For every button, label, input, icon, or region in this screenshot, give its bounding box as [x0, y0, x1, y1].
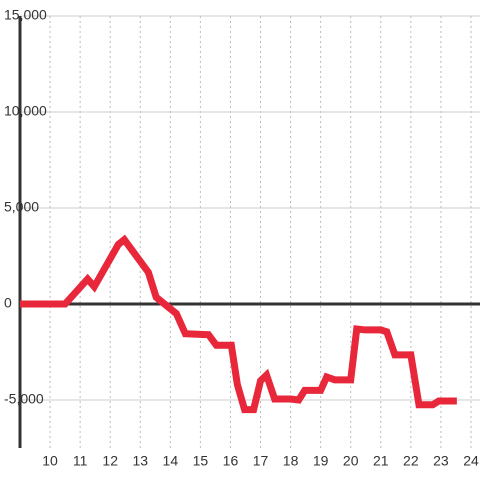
y-tick-label: 5,000: [4, 199, 39, 215]
x-tick-label: 23: [433, 453, 449, 469]
y-tick-label: 15,000: [4, 7, 47, 23]
y-tick-label: 0: [4, 295, 12, 311]
x-tick-label: 20: [343, 453, 359, 469]
data-line: [20, 234, 457, 414]
x-tick-label: 10: [42, 453, 58, 469]
x-tick-label: 12: [102, 453, 118, 469]
x-tick-label: 11: [73, 453, 88, 469]
x-tick-label: 21: [373, 453, 389, 469]
x-tick-label: 24: [463, 453, 479, 469]
x-tick-label: 14: [163, 453, 179, 469]
x-tick-label: 19: [313, 453, 329, 469]
x-tick-label: 17: [253, 453, 269, 469]
x-tick-label: 15: [193, 453, 209, 469]
x-tick-label: 18: [283, 453, 299, 469]
y-tick-label: 10,000: [4, 103, 47, 119]
y-tick-label: -5,000: [4, 391, 44, 407]
x-tick-label: 16: [223, 453, 239, 469]
x-tick-label: 13: [132, 453, 148, 469]
x-tick-label: 22: [403, 453, 419, 469]
